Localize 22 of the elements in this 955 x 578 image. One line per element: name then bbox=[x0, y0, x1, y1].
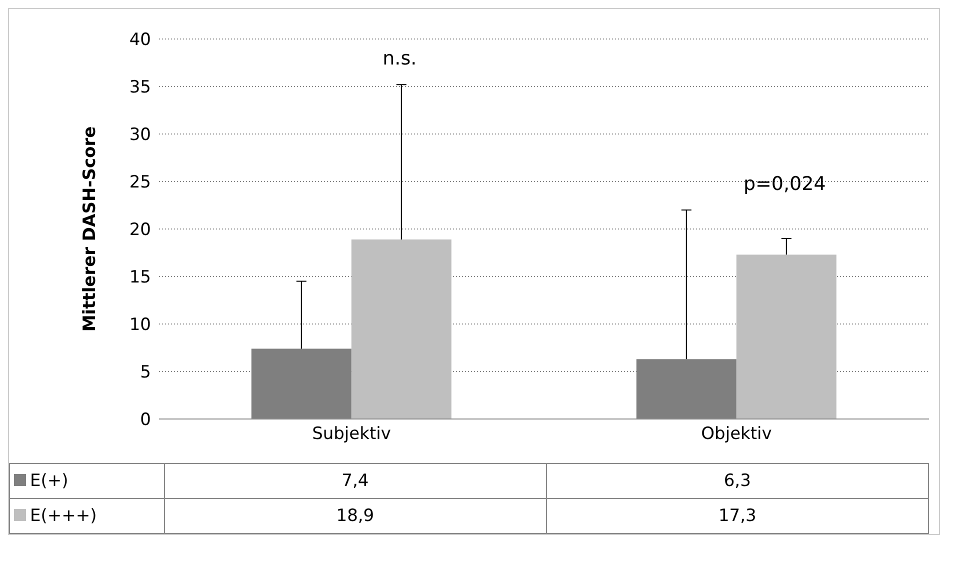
bar bbox=[351, 239, 452, 419]
y-tick-label: 5 bbox=[140, 362, 151, 383]
y-tick-label: 20 bbox=[129, 220, 151, 240]
y-tick-label: 0 bbox=[140, 410, 151, 430]
y-tick-label: 10 bbox=[129, 315, 151, 336]
data-label: 17,3 bbox=[546, 498, 928, 534]
y-tick-label: 25 bbox=[129, 172, 151, 193]
bar bbox=[736, 254, 836, 419]
data-label: 6,3 bbox=[546, 464, 928, 498]
x-tick-label: Objektiv bbox=[701, 424, 772, 444]
annotation: n.s. bbox=[382, 48, 417, 70]
data-label: 18,9 bbox=[164, 498, 546, 534]
y-axis-title: Mittlerer DASH-Score bbox=[80, 126, 100, 332]
x-tick-label: Subjektiv bbox=[312, 424, 391, 444]
y-tick-label: 40 bbox=[129, 30, 151, 50]
data-label: 7,4 bbox=[164, 464, 546, 498]
legend-label: E(+++) bbox=[10, 498, 164, 534]
y-tick-label: 35 bbox=[129, 78, 151, 98]
annotation: p=0,024 bbox=[743, 173, 826, 195]
y-tick-label: 30 bbox=[129, 125, 151, 146]
legend-label: E(+) bbox=[10, 464, 164, 498]
y-tick-label: 15 bbox=[129, 268, 151, 288]
